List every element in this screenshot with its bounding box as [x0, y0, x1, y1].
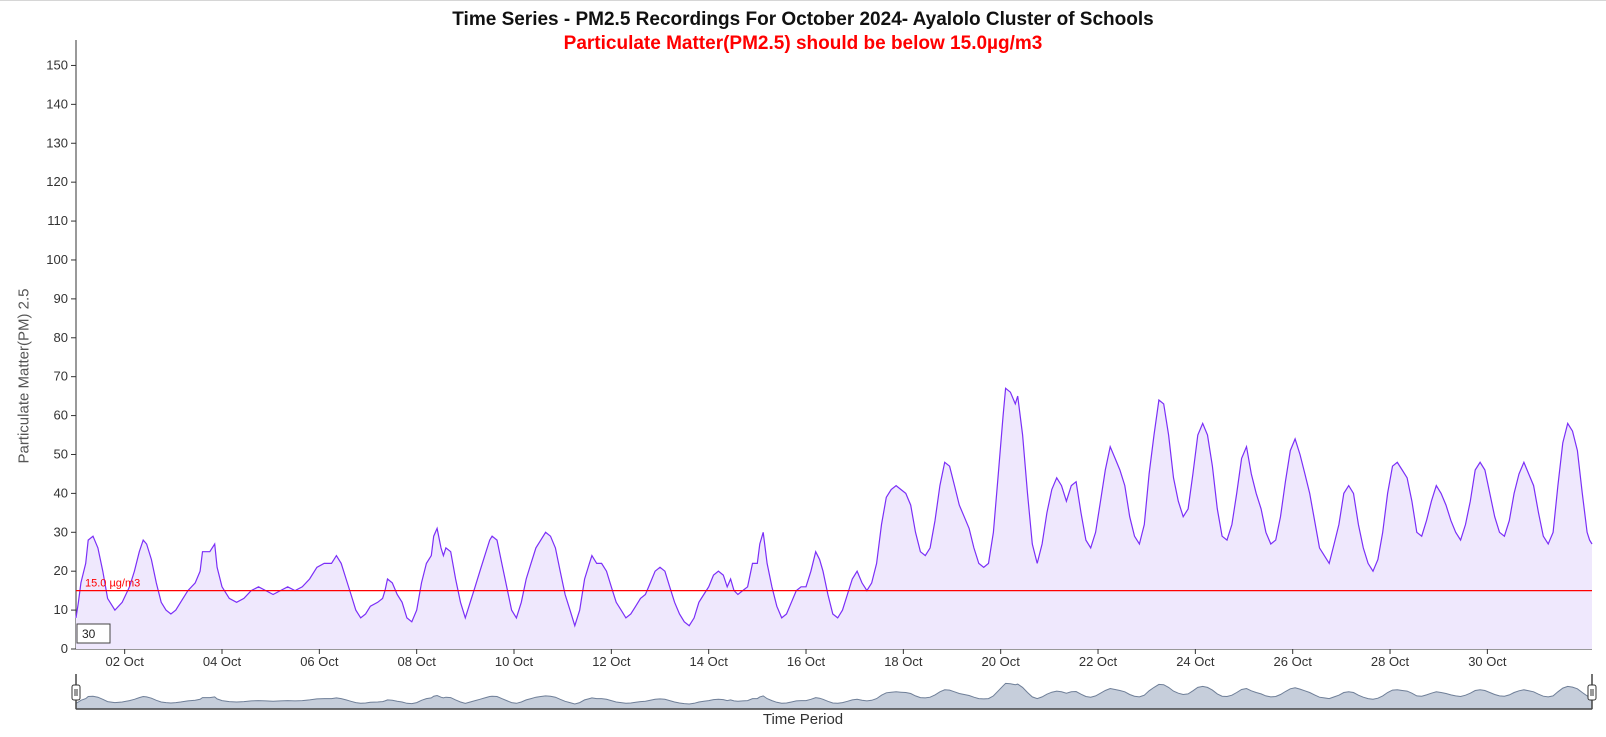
series-line[interactable]	[75, 387, 1593, 628]
range-navigator[interactable]	[71, 674, 1597, 710]
threshold-label: 15.0 µg/m3	[85, 578, 140, 590]
y-tick-label: 30	[54, 524, 68, 539]
x-tick-label: 20 Oct	[982, 654, 1021, 669]
y-tick-label: 0	[61, 641, 68, 656]
y-tick-label: 70	[54, 369, 68, 384]
y-tick-label: 40	[54, 485, 68, 500]
x-tick-label: 18 Oct	[884, 654, 923, 669]
plot-area[interactable]	[75, 387, 1593, 649]
x-axis: 02 Oct 04 Oct 06 Oct 08 Oct 10 Oct 12 Oct 14 O…	[76, 648, 1592, 669]
y-tick-label: 140	[46, 96, 68, 111]
x-tick-label: 30 Oct	[1468, 654, 1507, 669]
y-tick-label: 100	[46, 252, 68, 267]
x-tick-label: 04 Oct	[203, 654, 242, 669]
x-tick-label: 12 Oct	[592, 654, 631, 669]
navigator-left-handle[interactable]	[71, 684, 81, 701]
y-tick-label: 10	[54, 602, 68, 617]
y-tick-label: 150	[46, 57, 68, 72]
x-tick-label: 14 Oct	[690, 654, 729, 669]
y-tick-label: 90	[54, 291, 68, 306]
range-input-value[interactable]: 30	[82, 627, 96, 641]
threshold-group: 15.0 µg/m3	[76, 578, 1592, 592]
top-divider	[0, 0, 1606, 1]
navigator-right-handle[interactable]	[1587, 684, 1597, 701]
x-tick-label: 24 Oct	[1176, 654, 1215, 669]
y-tick-label: 20	[54, 563, 68, 578]
x-tick-label: 28 Oct	[1371, 654, 1410, 669]
y-tick-label: 130	[46, 135, 68, 150]
y-tick-label: 60	[54, 408, 68, 423]
x-tick-label: 22 Oct	[1079, 654, 1118, 669]
x-tick-label: 26 Oct	[1274, 654, 1313, 669]
series-area	[76, 388, 1592, 649]
y-tick-label: 120	[46, 174, 68, 189]
y-tick-label: 50	[54, 446, 68, 461]
x-tick-label: 06 Oct	[300, 654, 339, 669]
x-axis-label: Time Period	[762, 711, 844, 728]
x-tick-label: 10 Oct	[495, 654, 534, 669]
range-input-box[interactable]: 30	[76, 623, 111, 644]
chart-subtitle: Particulate Matter(PM2.5) should be belo…	[563, 33, 1043, 54]
x-tick-label: 08 Oct	[398, 654, 437, 669]
y-tick-label: 80	[54, 330, 68, 345]
y-tick-label: 110	[47, 213, 68, 228]
x-tick-label: 02 Oct	[106, 654, 145, 669]
y-axis: 0 10 20 30 40 50 60 70 80 90 100 110 120 130 140 150	[46, 40, 77, 656]
chart-title: Time Series - PM2.5 Recordings For Octob…	[452, 9, 1154, 30]
range-input-frame[interactable]	[76, 623, 111, 644]
x-tick-label: 16 Oct	[787, 654, 826, 669]
navigator-area	[75, 682, 1593, 710]
